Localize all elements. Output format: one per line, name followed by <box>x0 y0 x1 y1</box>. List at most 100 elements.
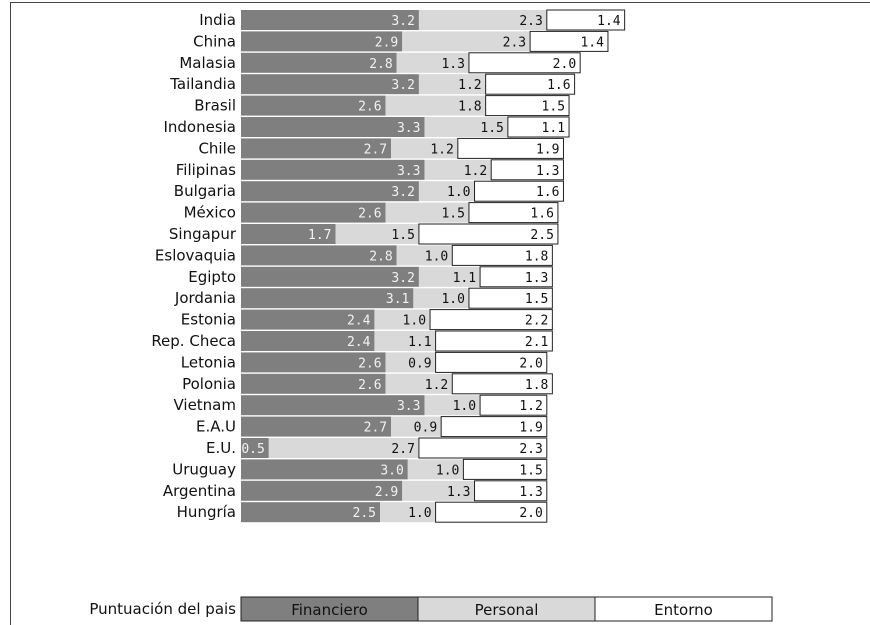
value-label-financiero-singapur: 1.7 <box>308 228 331 243</box>
category-label-indonesia: Indonesia <box>163 118 236 136</box>
value-label-financiero-uruguay: 3.0 <box>380 463 403 478</box>
category-label-china: China <box>193 32 236 50</box>
category-label-e-a-u: E.A.U <box>196 418 236 436</box>
category-label-india: India <box>199 11 236 29</box>
chart-rows: India 3.2 2.3 1.4 China 2.9 2.3 1.4 Malasia 2.8 1.… <box>151 9 626 523</box>
value-label-entorno-malasia: 2.0 <box>553 57 576 72</box>
bar-personal-chile <box>391 138 458 159</box>
value-label-entorno-egipto: 1.3 <box>525 271 548 286</box>
bar-personal-e-u <box>268 438 419 458</box>
value-label-financiero-e-a-u: 2.7 <box>364 421 387 436</box>
bar-entorno-uruguay <box>462 458 548 480</box>
bar-personal-singapur <box>335 224 419 244</box>
value-label-financiero-tailandia: 3.2 <box>391 78 414 93</box>
bar-personal-vietnam <box>424 395 481 416</box>
value-label-personal-china: 2.3 <box>503 35 526 50</box>
category-label-vietnam: Vietnam <box>173 396 236 414</box>
category-label-eslovaquia: Eslovaquia <box>155 246 236 264</box>
value-label-personal-argentina: 1.3 <box>447 485 470 500</box>
value-label-financiero-jordania: 3.1 <box>386 292 409 307</box>
bar-financiero-eslovaquia <box>241 245 397 266</box>
bar-entorno-india <box>546 9 626 31</box>
bar-financiero-e-u <box>241 438 269 458</box>
bar-entorno-brasil <box>485 95 570 117</box>
value-label-entorno-hungria: 2.0 <box>519 506 542 521</box>
value-label-personal-e-a-u: 0.9 <box>414 421 437 436</box>
category-label-argentina: Argentina <box>163 482 236 500</box>
value-label-personal-estonia: 1.0 <box>403 314 426 329</box>
value-label-financiero-india: 3.2 <box>391 14 414 29</box>
bar-financiero-malasia <box>241 52 397 73</box>
value-label-financiero-brasil: 2.6 <box>358 100 381 115</box>
bar-personal-e-a-u <box>391 416 442 437</box>
bar-entorno-e-u <box>418 437 548 459</box>
bar-entorno-indonesia <box>507 116 570 138</box>
bar-entorno-mexico <box>468 202 559 224</box>
value-label-personal-brasil: 1.8 <box>458 100 481 115</box>
value-label-personal-uruguay: 1.0 <box>436 463 459 478</box>
value-label-entorno-argentina: 1.3 <box>519 485 542 500</box>
category-label-tailandia: Tailandia <box>169 75 236 93</box>
value-label-personal-eslovaquia: 1.0 <box>425 249 448 264</box>
bar-personal-egipto <box>418 266 481 287</box>
value-label-entorno-letonia: 2.0 <box>519 356 542 371</box>
value-label-financiero-polonia: 2.6 <box>358 378 381 393</box>
value-label-entorno-filipinas: 1.3 <box>536 164 559 179</box>
value-label-financiero-egipto: 3.2 <box>391 271 414 286</box>
bar-financiero-chile <box>241 138 392 159</box>
legend-label-personal: Personal <box>475 601 539 619</box>
value-label-personal-hungria: 1.0 <box>408 506 431 521</box>
bar-entorno-estonia <box>429 309 553 331</box>
bar-entorno-jordania <box>468 287 553 309</box>
value-label-financiero-china: 2.9 <box>375 35 398 50</box>
value-label-entorno-singapur: 2.5 <box>530 228 553 243</box>
value-label-personal-malasia: 1.3 <box>441 57 464 72</box>
bar-entorno-eslovaquia <box>451 244 553 266</box>
bar-financiero-letonia <box>241 352 386 373</box>
bar-financiero-estonia <box>241 309 375 330</box>
bar-personal-argentina <box>402 480 475 501</box>
value-label-entorno-chile: 1.9 <box>536 142 559 157</box>
bar-personal-polonia <box>385 373 453 394</box>
bar-financiero-brasil <box>241 95 386 116</box>
legend-label-financiero: Financiero <box>291 601 368 619</box>
bar-entorno-chile <box>457 137 564 159</box>
bar-entorno-singapur <box>418 223 559 245</box>
value-label-financiero-argentina: 2.9 <box>375 485 398 500</box>
value-label-personal-bulgaria: 1.0 <box>447 185 470 200</box>
value-label-personal-mexico: 1.5 <box>441 207 464 222</box>
chart-frame <box>10 2 870 625</box>
bar-financiero-singapur <box>241 224 336 244</box>
bar-financiero-tailandia <box>241 74 419 95</box>
bar-entorno-filipinas <box>490 159 564 181</box>
value-label-personal-letonia: 0.9 <box>408 356 431 371</box>
legend: Puntuación del pais Financiero Personal En… <box>89 596 773 622</box>
bar-financiero-mexico <box>241 202 386 223</box>
category-label-chile: Chile <box>198 139 236 157</box>
legend-title: Puntuación del pais <box>89 600 236 618</box>
category-label-bulgaria: Bulgaria <box>174 182 236 200</box>
value-label-entorno-e-u: 2.3 <box>519 442 542 457</box>
value-label-entorno-india: 1.4 <box>597 14 621 29</box>
value-label-entorno-estonia: 2.2 <box>525 314 548 329</box>
value-label-personal-india: 2.3 <box>519 14 542 29</box>
bar-financiero-polonia <box>241 373 386 394</box>
value-label-entorno-eslovaquia: 1.8 <box>525 249 548 264</box>
value-label-entorno-jordania: 1.5 <box>525 292 548 307</box>
bar-financiero-indonesia <box>241 117 425 137</box>
value-label-financiero-filipinas: 3.3 <box>397 164 420 179</box>
legend-swatch-personal <box>417 596 596 622</box>
value-label-entorno-e-a-u: 1.9 <box>519 421 542 436</box>
bar-entorno-malasia <box>468 52 581 74</box>
category-label-malasia: Malasia <box>179 54 236 72</box>
bar-financiero-uruguay <box>241 459 408 480</box>
category-label-e-u: E.U. <box>206 439 236 457</box>
value-label-financiero-malasia: 2.8 <box>369 57 392 72</box>
bar-entorno-hungria <box>435 501 548 523</box>
value-label-personal-chile: 1.2 <box>430 142 453 157</box>
bar-financiero-vietnam <box>241 395 425 416</box>
value-label-personal-rep-checa: 1.1 <box>408 335 431 350</box>
bar-personal-eslovaquia <box>396 245 453 266</box>
bar-financiero-bulgaria <box>241 181 419 202</box>
